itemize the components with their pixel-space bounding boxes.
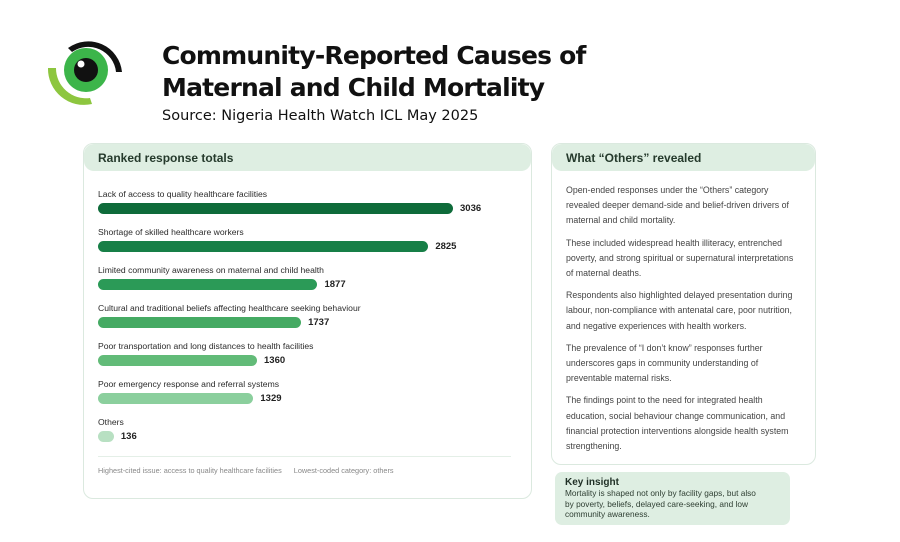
paragraph: Respondents also highlighted delayed pre… bbox=[566, 290, 793, 331]
divider bbox=[98, 456, 511, 457]
bar bbox=[98, 203, 453, 214]
bar-line: 2825 bbox=[98, 241, 456, 252]
bar-value: 1329 bbox=[260, 393, 282, 404]
bar-label: Poor transportation and long distances t… bbox=[98, 341, 314, 351]
bar-line: 136 bbox=[98, 431, 137, 442]
bar-line: 1360 bbox=[98, 355, 313, 366]
bar-row: Others 136 bbox=[98, 417, 137, 442]
bar bbox=[98, 431, 114, 442]
others-card: What “Others” revealed Open-ended respon… bbox=[551, 143, 816, 465]
bar bbox=[98, 279, 318, 290]
lowest-note: Lowest-coded category: others bbox=[293, 466, 394, 475]
paragraph: The findings point to the need for integ… bbox=[566, 395, 789, 452]
eye-logo-icon bbox=[47, 41, 122, 105]
ranked-totals-card: Ranked response totals Lack of access to… bbox=[83, 143, 532, 499]
bar-value: 1877 bbox=[324, 279, 346, 290]
bar-value: 3036 bbox=[460, 203, 482, 214]
key-insight-box: Key insight Mortality is shaped not only… bbox=[555, 472, 790, 525]
bar bbox=[98, 317, 302, 328]
others-body: Open-ended responses under the “Others” … bbox=[552, 171, 815, 454]
title-line-2: Maternal and Child Mortality bbox=[162, 73, 545, 102]
chart-footer: Highest-cited issue: access to quality h… bbox=[98, 466, 394, 475]
paragraph: Open-ended responses under the “Others” … bbox=[566, 185, 789, 226]
paragraph: The prevalence of “I don’t know” respons… bbox=[566, 342, 763, 384]
bar-row: Lack of access to quality healthcare fac… bbox=[98, 189, 481, 214]
page-title: Community-Reported Causes of Maternal an… bbox=[162, 40, 586, 104]
bar-value: 2825 bbox=[435, 241, 457, 252]
source-text: Source: Nigeria Health Watch ICL May 202… bbox=[162, 108, 479, 124]
bar-line: 3036 bbox=[98, 203, 481, 214]
bar-label: Others bbox=[98, 417, 124, 427]
bar-label: Shortage of skilled healthcare workers bbox=[98, 227, 244, 237]
paragraph: These included widespread health illiter… bbox=[566, 237, 794, 279]
bar-value: 136 bbox=[120, 431, 137, 442]
title-line-1: Community-Reported Causes of bbox=[162, 41, 586, 70]
bar-label: Poor emergency response and referral sys… bbox=[98, 379, 280, 389]
bar-line: 1737 bbox=[98, 317, 361, 328]
bar-line: 1329 bbox=[98, 393, 282, 404]
bar bbox=[98, 393, 254, 404]
bar-value: 1360 bbox=[264, 355, 286, 366]
bar-row: Shortage of skilled healthcare workers 28… bbox=[98, 227, 456, 252]
bar-line: 1877 bbox=[98, 279, 346, 290]
bar bbox=[98, 241, 429, 252]
bar-label: Cultural and traditional beliefs affecti… bbox=[98, 303, 361, 313]
bar-label: Limited community awareness on maternal … bbox=[98, 265, 324, 275]
others-title: What “Others” revealed bbox=[552, 144, 815, 171]
bar-row: Poor transportation and long distances t… bbox=[98, 341, 313, 366]
bar bbox=[98, 355, 258, 366]
bar-row: Limited community awareness on maternal … bbox=[98, 265, 346, 290]
key-insight-title: Key insight bbox=[565, 477, 619, 488]
key-insight-text: Mortality is shaped not only by facility… bbox=[565, 488, 756, 519]
bar-value: 1737 bbox=[308, 317, 330, 328]
highest-note: Highest-cited issue: access to quality h… bbox=[98, 466, 282, 475]
bar-row: Poor emergency response and referral sys… bbox=[98, 379, 282, 404]
ranked-totals-title: Ranked response totals bbox=[84, 144, 531, 171]
bar-row: Cultural and traditional beliefs affecti… bbox=[98, 303, 361, 328]
bar-label: Lack of access to quality healthcare fac… bbox=[98, 189, 268, 199]
